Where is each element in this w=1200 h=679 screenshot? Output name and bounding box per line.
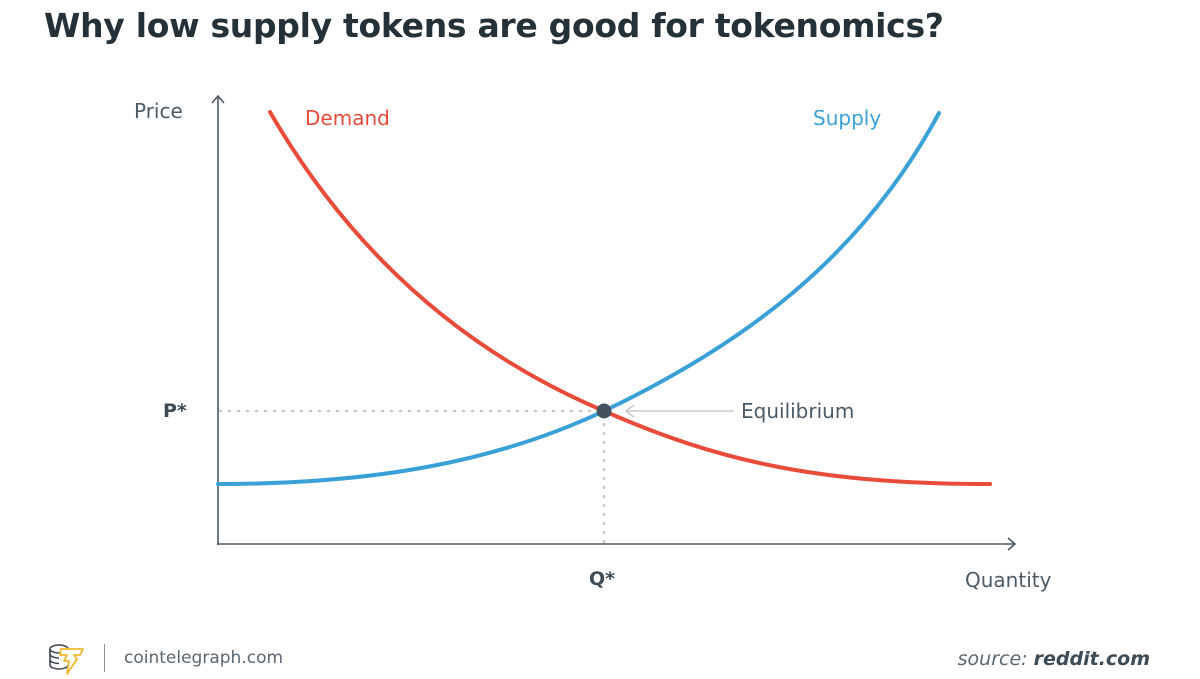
footer-site: cointelegraph.com xyxy=(124,648,284,668)
demand-label: Demand xyxy=(305,106,390,130)
source-name: reddit.com xyxy=(1033,648,1150,670)
y-axis-label: Price xyxy=(134,99,183,123)
equilibrium-label: Equilibrium xyxy=(741,399,855,423)
source-prefix: source: xyxy=(957,648,1028,670)
q-star-label: Q* xyxy=(589,568,616,590)
footer-divider xyxy=(104,644,105,672)
x-axis-arrow-icon xyxy=(1007,537,1017,551)
y-axis-arrow-icon xyxy=(211,94,225,104)
supply-label: Supply xyxy=(813,106,882,130)
p-star-label: P* xyxy=(163,400,187,422)
page-title: Why low supply tokens are good for token… xyxy=(44,6,944,45)
equilibrium-point xyxy=(596,403,612,419)
equilibrium-arrow-head-icon xyxy=(624,404,635,418)
footer-source: source: reddit.com xyxy=(958,648,1150,670)
x-axis-label: Quantity xyxy=(965,568,1052,592)
demand-curve xyxy=(268,110,992,486)
cointelegraph-logo-icon xyxy=(47,641,87,679)
supply-curve xyxy=(216,111,941,486)
